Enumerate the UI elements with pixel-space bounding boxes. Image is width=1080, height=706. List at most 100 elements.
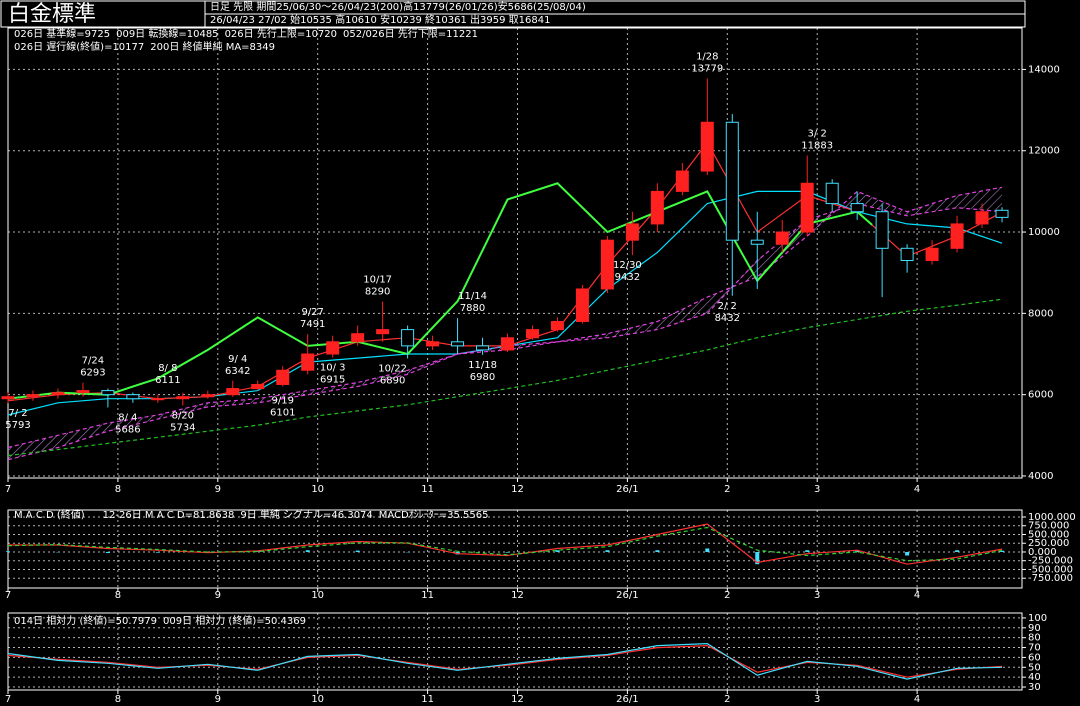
annotation-value: 6915 [320, 374, 345, 385]
x-tick-label: 7 [5, 590, 11, 601]
histogram-bar [855, 550, 860, 552]
candle-body [1, 396, 15, 400]
annotation-date: 10/22 [378, 363, 407, 374]
y-tick-label: 90 [1028, 623, 1041, 634]
indicator-line [7, 642, 1003, 680]
histogram-bar [905, 551, 910, 556]
annotation-date: 12/30 [613, 260, 642, 271]
x-tick-label: 10 [311, 590, 324, 601]
annotation-date: 9/19 [271, 396, 293, 407]
annotation-date: 1/28 [696, 51, 718, 62]
annotation-value: 5686 [115, 424, 140, 435]
candle-body [126, 394, 140, 400]
candle-body [550, 320, 564, 331]
candle-body [501, 337, 515, 351]
histogram-bar [805, 550, 810, 552]
legend-label: 12-26日 M A C D=81.8638 [103, 510, 235, 521]
histogram-bar [1000, 550, 1005, 552]
annotation-date: 7/ 2 [8, 408, 27, 419]
legend-label: MACDｵｼﾚｰﾀｰ=35.5565 [379, 509, 489, 521]
candle-body [226, 388, 240, 396]
histogram-bar [755, 551, 760, 565]
y-tick-label: -250.000 [1028, 556, 1073, 567]
candle-body [900, 247, 914, 262]
y-tick-label: 14000 [1028, 64, 1060, 75]
candle-body [725, 121, 739, 241]
histogram-bar [305, 550, 310, 552]
panel-title: M A C D (終値) [14, 508, 85, 521]
x-tick-label: 12 [511, 590, 524, 601]
candle-body [176, 396, 190, 400]
histogram-bar [605, 550, 610, 552]
annotation-date: 8/ 4 [118, 412, 137, 423]
legend-label: 009日 転換線=10485 [116, 27, 218, 40]
annotation-date: 9/27 [301, 307, 323, 318]
candle-body [326, 341, 340, 355]
y-tick-label: 30 [1028, 682, 1041, 693]
candle-body [376, 329, 390, 335]
candle-body [476, 345, 490, 351]
candle-body [51, 392, 65, 396]
x-tick-label: 11 [421, 484, 434, 495]
annotation-date: 10/17 [363, 275, 392, 286]
histogram-bar [705, 548, 710, 552]
candle-body [26, 394, 40, 398]
y-tick-label: 750.000 [1028, 521, 1069, 532]
legend-label: 026日 先行上限=10720 [225, 27, 337, 40]
indicator-line [7, 526, 1003, 562]
histogram-bar [155, 551, 160, 553]
x-tick-label: 9 [215, 590, 221, 601]
annotation-value: 8290 [365, 287, 390, 298]
annotation-value: 6111 [155, 375, 180, 386]
candle-body [101, 390, 115, 396]
annotation-date: 3/ 2 [808, 128, 827, 139]
legend-label: 9日 単純 シグナル=46.3074 [240, 508, 372, 521]
annotation-value: 7491 [300, 319, 325, 330]
x-tick-label: 26/1 [616, 484, 638, 495]
candle-body [151, 398, 165, 401]
y-tick-label: -750.000 [1028, 573, 1073, 584]
y-tick-label: 10000 [1028, 227, 1060, 238]
x-tick-label: 2 [724, 484, 730, 495]
candle-body [850, 203, 864, 213]
x-tick-label: 10 [311, 484, 324, 495]
candle-body [575, 288, 589, 322]
annotation-date: 11/18 [468, 360, 497, 371]
annotation-value: 6890 [380, 375, 405, 386]
candle-body [625, 223, 639, 241]
legend-label: 009日 相対力 (終値)=50.4369 [163, 614, 306, 627]
y-tick-label: 100 [1028, 613, 1047, 624]
annotation-value: 6980 [470, 372, 495, 383]
histogram-bar [655, 550, 660, 552]
candle-body [76, 390, 90, 394]
candle-body [800, 182, 814, 233]
candle-body [301, 353, 315, 371]
annotation-date: 9/ 4 [228, 354, 247, 365]
panel-frame [7, 509, 1023, 589]
candle-body [775, 231, 789, 245]
chart-title: 白金標準 [8, 2, 96, 27]
legend-label: 014日 相対力 (終値)=50.7979 [14, 614, 157, 627]
candle-body [995, 209, 1009, 218]
candle-body [426, 341, 440, 347]
annotation-value: 9432 [615, 272, 640, 283]
candle-body [650, 190, 664, 225]
annotation-value: 5793 [5, 420, 30, 431]
histogram-bar [955, 550, 960, 552]
x-tick-label: 12 [511, 694, 524, 705]
annotation-date: 8/ 8 [158, 363, 177, 374]
x-tick-label: 9 [215, 484, 221, 495]
candle-body [925, 247, 939, 262]
annotation-value: 6342 [225, 366, 250, 377]
x-tick-label: 10 [311, 694, 324, 705]
candle-body [750, 239, 764, 245]
x-tick-label: 26/1 [616, 694, 638, 705]
y-tick-label: 4000 [1028, 471, 1053, 482]
y-tick-label: 40 [1028, 672, 1041, 683]
x-tick-label: 12 [511, 484, 524, 495]
annotation-value: 6101 [270, 408, 295, 419]
period-info: 日足 先限 期間25/06/30～26/04/23(200)高13779(26/… [210, 0, 586, 13]
y-tick-label: 60 [1028, 652, 1041, 663]
candle-body [201, 394, 215, 398]
